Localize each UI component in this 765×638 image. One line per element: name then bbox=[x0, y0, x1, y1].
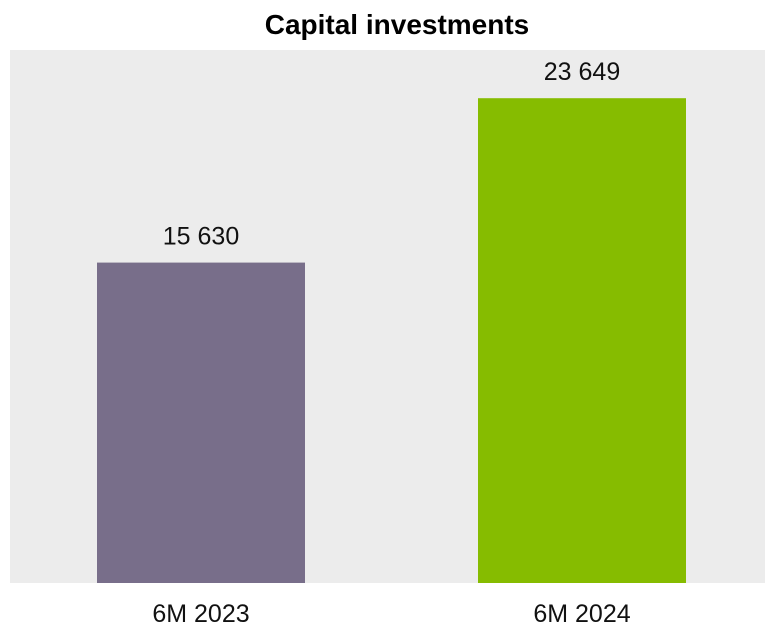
ticks-layer: 6M 2023 6M 2024 bbox=[152, 600, 630, 628]
data-label-1: 15 630 bbox=[163, 223, 239, 251]
x-tick-label-2: 6M 2024 bbox=[533, 600, 630, 628]
x-tick-label-1: 6M 2023 bbox=[152, 600, 249, 628]
bar-1 bbox=[97, 262, 305, 583]
labels-layer: 15 630 23 649 bbox=[163, 58, 620, 250]
bars-layer bbox=[97, 98, 686, 584]
bar-2 bbox=[478, 98, 686, 584]
data-label-2: 23 649 bbox=[544, 58, 620, 86]
chart-title: Capital investments bbox=[265, 9, 530, 40]
